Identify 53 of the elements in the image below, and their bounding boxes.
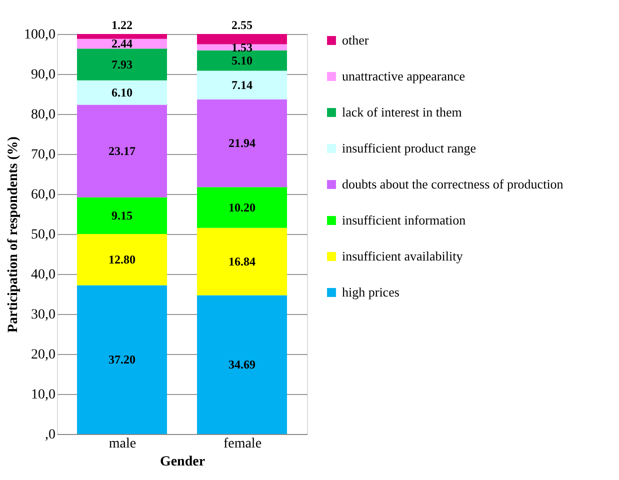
bar xyxy=(77,285,167,434)
y-tick-label: 30,0 xyxy=(31,308,56,322)
bar xyxy=(197,44,287,50)
x-tick-label: male xyxy=(108,436,136,452)
data-label: 10.20 xyxy=(228,200,256,214)
y-tick-label: 100,0 xyxy=(24,28,56,42)
bar xyxy=(77,34,167,39)
y-tick-label: 60,0 xyxy=(31,188,56,202)
legend-label: doubts about the correctness of production xyxy=(342,176,564,192)
data-label: 5.10 xyxy=(232,54,252,68)
bar xyxy=(77,104,167,198)
bar xyxy=(77,48,167,80)
legend-label: high prices xyxy=(342,284,400,300)
data-label: 37.20 xyxy=(108,352,136,367)
y-tick-label: ,0 xyxy=(45,428,56,442)
y-tick-label: 90,0 xyxy=(31,68,56,82)
x-tick-label: female xyxy=(223,436,262,452)
y-tick-label: 40,0 xyxy=(31,268,56,282)
y-tick-label: 20,0 xyxy=(31,348,56,362)
data-label: 9.15 xyxy=(112,208,132,223)
legend-label: insufficient availability xyxy=(342,248,464,264)
data-label: 1.22 xyxy=(112,18,132,32)
data-label: 6.10 xyxy=(112,86,132,100)
data-label: 7.93 xyxy=(112,57,132,72)
data-label: 21.94 xyxy=(228,136,256,150)
bar xyxy=(197,34,287,44)
legend-label: lack of interest in them xyxy=(342,104,462,120)
data-label: 16.84 xyxy=(228,254,256,269)
y-tick-label: 50,0 xyxy=(31,228,56,242)
legend-label: insufficient information xyxy=(342,212,466,228)
data-label: 2.44 xyxy=(112,36,132,51)
bar xyxy=(197,187,287,228)
data-label: 2.55 xyxy=(232,18,252,32)
legend-label: other xyxy=(342,32,370,48)
bar xyxy=(77,80,167,105)
bar xyxy=(197,70,287,100)
bar xyxy=(77,197,167,234)
y-tick-label: 70,0 xyxy=(31,148,56,162)
bar xyxy=(197,50,287,71)
x-axis-title: Gender xyxy=(160,454,206,470)
y-axis-title: Participation of respondents (%) xyxy=(6,136,21,333)
bar xyxy=(77,234,167,286)
bar xyxy=(197,228,287,296)
data-label: 23.17 xyxy=(108,144,136,158)
legend-label: unattractive appearance xyxy=(342,68,466,84)
data-label: 7.14 xyxy=(232,78,252,92)
bar xyxy=(197,295,287,434)
bar xyxy=(197,99,287,188)
y-tick-label: 10,0 xyxy=(31,388,56,402)
data-label: 12.80 xyxy=(108,252,136,267)
data-label: 34.69 xyxy=(228,358,256,372)
y-tick-label: 80,0 xyxy=(31,108,56,122)
legend-label: insufficient product range xyxy=(342,140,476,156)
